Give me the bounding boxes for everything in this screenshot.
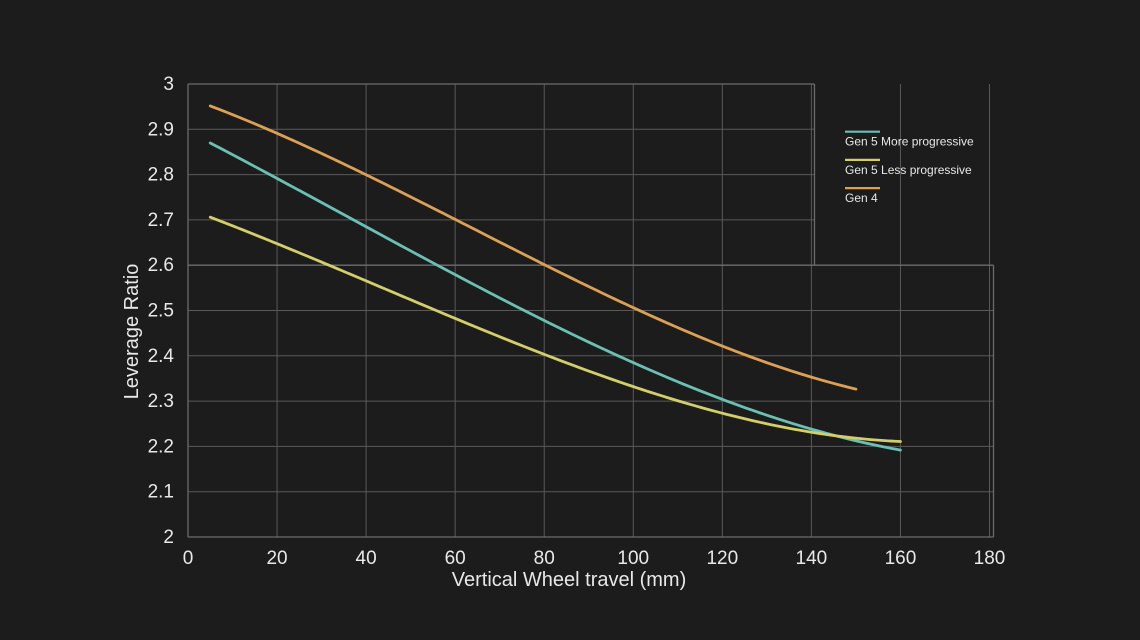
svg-text:Vertical Wheel travel (mm): Vertical Wheel travel (mm) <box>452 569 687 591</box>
svg-text:2.5: 2.5 <box>148 301 174 322</box>
svg-text:2: 2 <box>163 527 174 548</box>
svg-text:Gen 5 Less progressive: Gen 5 Less progressive <box>845 163 972 177</box>
svg-text:80: 80 <box>534 548 555 569</box>
svg-text:3: 3 <box>163 74 174 95</box>
svg-text:160: 160 <box>885 548 917 569</box>
svg-text:Gen 5 More progressive: Gen 5 More progressive <box>845 135 974 149</box>
svg-text:20: 20 <box>266 548 287 569</box>
svg-text:140: 140 <box>796 548 828 569</box>
svg-text:2.6: 2.6 <box>148 255 174 276</box>
svg-text:0: 0 <box>183 548 194 569</box>
svg-text:2.4: 2.4 <box>148 346 175 367</box>
svg-text:100: 100 <box>617 548 649 569</box>
svg-text:2.2: 2.2 <box>148 436 174 457</box>
svg-text:40: 40 <box>356 548 377 569</box>
svg-text:2.8: 2.8 <box>148 165 174 186</box>
svg-text:180: 180 <box>974 548 1006 569</box>
svg-text:Gen 4: Gen 4 <box>845 191 878 205</box>
svg-text:2.1: 2.1 <box>148 482 174 503</box>
svg-text:120: 120 <box>706 548 738 569</box>
svg-text:2.3: 2.3 <box>148 391 174 412</box>
svg-text:60: 60 <box>445 548 466 569</box>
svg-text:2.7: 2.7 <box>148 210 174 231</box>
svg-text:2.9: 2.9 <box>148 119 174 140</box>
svg-text:Leverage Ratio: Leverage Ratio <box>121 264 143 400</box>
